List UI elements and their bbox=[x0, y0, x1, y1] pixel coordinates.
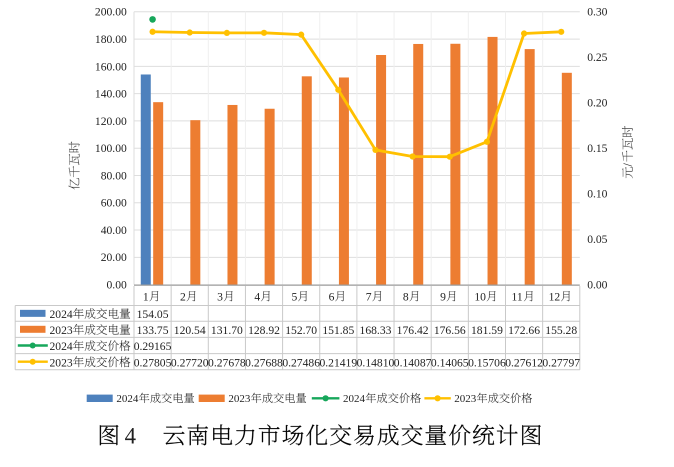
svg-text:20.00: 20.00 bbox=[101, 251, 127, 264]
svg-text:2023: 2023 bbox=[50, 324, 73, 337]
svg-text:4: 4 bbox=[125, 424, 137, 449]
svg-text:10: 10 bbox=[474, 290, 486, 303]
svg-text:128.92: 128.92 bbox=[248, 324, 280, 337]
svg-text:5: 5 bbox=[291, 290, 297, 303]
svg-text:133.75: 133.75 bbox=[137, 324, 169, 337]
svg-text:100.00: 100.00 bbox=[95, 142, 127, 155]
svg-text:80.00: 80.00 bbox=[101, 169, 127, 182]
svg-text:6: 6 bbox=[329, 290, 335, 303]
svg-text:9: 9 bbox=[440, 290, 446, 303]
svg-text:0.14065: 0.14065 bbox=[431, 356, 469, 369]
svg-text:181.59: 181.59 bbox=[471, 324, 503, 337]
svg-text:12: 12 bbox=[549, 290, 561, 303]
svg-text:0.21419: 0.21419 bbox=[319, 356, 357, 369]
svg-text:0.15: 0.15 bbox=[587, 142, 607, 155]
svg-text:0.00: 0.00 bbox=[587, 279, 607, 292]
svg-text:2024: 2024 bbox=[116, 393, 138, 405]
svg-text:0.27688: 0.27688 bbox=[245, 356, 283, 369]
svg-text:176.56: 176.56 bbox=[434, 324, 466, 337]
svg-text:151.85: 151.85 bbox=[322, 324, 354, 337]
svg-text:0.27612: 0.27612 bbox=[505, 356, 543, 369]
svg-text:8: 8 bbox=[403, 290, 409, 303]
svg-text:200.00: 200.00 bbox=[95, 6, 127, 19]
svg-text:0.30: 0.30 bbox=[587, 6, 607, 19]
svg-text:0.27678: 0.27678 bbox=[208, 356, 246, 369]
svg-text:60.00: 60.00 bbox=[101, 197, 127, 210]
svg-text:0.15706: 0.15706 bbox=[468, 356, 506, 369]
svg-text:154.05: 154.05 bbox=[137, 308, 169, 321]
svg-text:160.00: 160.00 bbox=[95, 60, 127, 73]
svg-text:0.00: 0.00 bbox=[107, 279, 127, 292]
svg-text:120.00: 120.00 bbox=[95, 115, 127, 128]
svg-text:2024: 2024 bbox=[50, 308, 73, 321]
svg-text:0.05: 0.05 bbox=[587, 233, 607, 246]
svg-text:2023: 2023 bbox=[454, 393, 477, 405]
svg-text:0.27720: 0.27720 bbox=[171, 356, 209, 369]
svg-text:152.70: 152.70 bbox=[285, 324, 317, 337]
svg-text:0.14810: 0.14810 bbox=[357, 356, 395, 369]
svg-text:131.70: 131.70 bbox=[211, 324, 243, 337]
svg-text:120.54: 120.54 bbox=[174, 324, 206, 337]
svg-text:140.00: 140.00 bbox=[95, 88, 127, 101]
svg-text:2024: 2024 bbox=[343, 393, 366, 405]
svg-text:2023: 2023 bbox=[50, 356, 73, 369]
svg-text:/: / bbox=[621, 162, 635, 166]
svg-text:40.00: 40.00 bbox=[101, 224, 127, 237]
svg-text:0.14087: 0.14087 bbox=[394, 356, 432, 369]
svg-text:0.20: 0.20 bbox=[587, 97, 607, 110]
svg-text:4: 4 bbox=[254, 290, 260, 303]
svg-text:155.28: 155.28 bbox=[545, 324, 577, 337]
svg-text:2: 2 bbox=[180, 290, 186, 303]
svg-text:176.42: 176.42 bbox=[397, 324, 429, 337]
svg-text:11: 11 bbox=[511, 290, 522, 303]
svg-text:180.00: 180.00 bbox=[95, 33, 127, 46]
svg-text:1: 1 bbox=[143, 290, 149, 303]
svg-text:0.25: 0.25 bbox=[587, 51, 607, 64]
svg-text:0.27805: 0.27805 bbox=[134, 356, 172, 369]
svg-text:0.10: 0.10 bbox=[587, 188, 607, 201]
svg-text:7: 7 bbox=[366, 290, 372, 303]
svg-text:0.27797: 0.27797 bbox=[542, 356, 580, 369]
svg-text:172.66: 172.66 bbox=[508, 324, 540, 337]
svg-text:2023: 2023 bbox=[228, 393, 251, 405]
svg-text:168.33: 168.33 bbox=[360, 324, 392, 337]
svg-text:3: 3 bbox=[217, 290, 223, 303]
svg-text:2024: 2024 bbox=[50, 340, 73, 353]
svg-text:0.27486: 0.27486 bbox=[282, 356, 320, 369]
svg-text:0.29165: 0.29165 bbox=[134, 340, 172, 353]
